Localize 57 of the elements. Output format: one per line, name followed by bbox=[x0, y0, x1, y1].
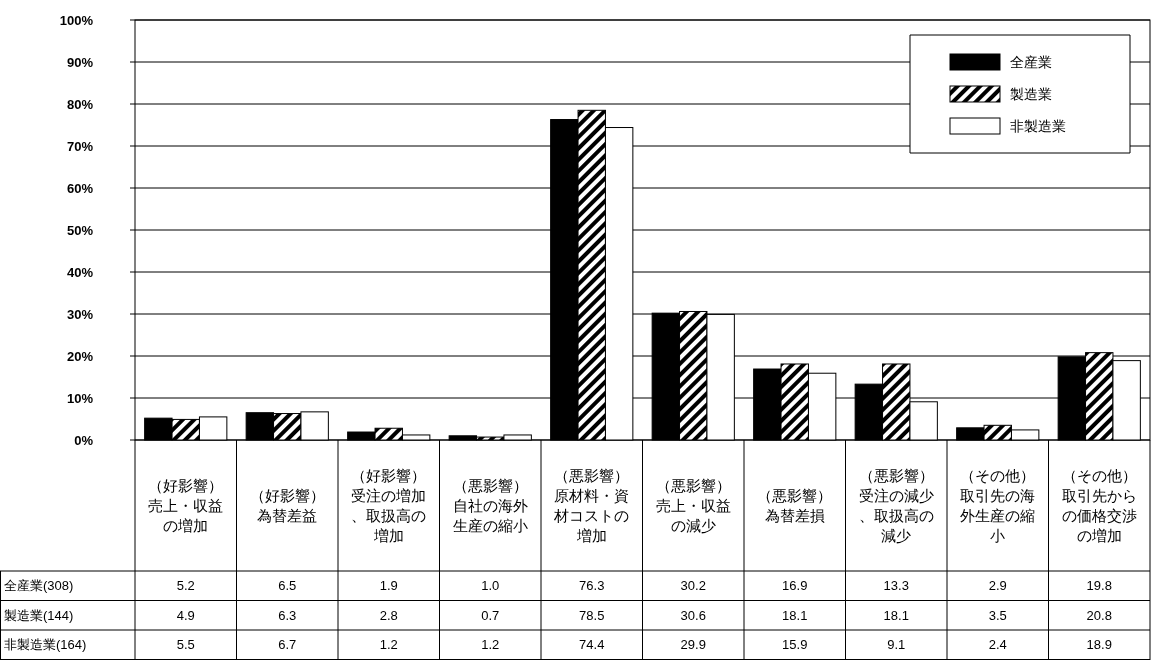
data-label: 1.2 bbox=[379, 637, 398, 653]
y-tick-label: 10% bbox=[66, 390, 94, 406]
data-label: 3.5 bbox=[988, 607, 1007, 623]
data-label: 6.7 bbox=[278, 637, 297, 653]
data-label: 9.1 bbox=[887, 637, 906, 653]
data-label: 4.9 bbox=[176, 607, 195, 623]
x-tick-label: （好影響）為替差益 bbox=[249, 487, 325, 524]
x-tick-label: （その他）取引先からの価格交渉の増加 bbox=[1061, 467, 1137, 544]
x-tick-label: （悪影響）売上・収益の減少 bbox=[655, 477, 731, 534]
y-tick-label: 40% bbox=[66, 264, 94, 280]
data-label: 2.4 bbox=[988, 637, 1007, 653]
data-label: 2.9 bbox=[988, 578, 1007, 594]
y-tick-label: 0% bbox=[74, 432, 94, 448]
legend-label: 製造業 bbox=[1010, 85, 1052, 102]
data-label: 30.6 bbox=[680, 607, 706, 623]
legend-label: 全産業 bbox=[1010, 53, 1052, 70]
data-label: 2.8 bbox=[379, 607, 398, 623]
y-tick-label: 60% bbox=[66, 180, 94, 196]
legend-label: 非製造業 bbox=[1010, 117, 1066, 134]
data-label: 1.0 bbox=[481, 578, 500, 594]
x-tick-label: （悪影響）原材料・資材コストの増加 bbox=[553, 467, 630, 544]
data-label: 18.1 bbox=[883, 607, 909, 623]
text: 全産業(308) bbox=[4, 578, 74, 594]
data-label: 5.5 bbox=[176, 637, 195, 653]
y-tick-label: 50% bbox=[66, 222, 94, 238]
data-label: 1.2 bbox=[481, 637, 500, 653]
x-tick-label: （悪影響）為替差損 bbox=[757, 487, 833, 524]
data-label: 6.3 bbox=[278, 607, 297, 623]
data-label: 13.3 bbox=[883, 578, 909, 594]
data-label: 6.5 bbox=[278, 578, 297, 594]
text: 非製造業(164) bbox=[4, 637, 87, 653]
data-label: 78.5 bbox=[579, 607, 605, 623]
y-tick-label: 70% bbox=[66, 138, 94, 154]
data-label: 30.2 bbox=[680, 578, 706, 594]
x-tick-label: （悪影響）受注の減少、取扱高の減少 bbox=[858, 467, 934, 544]
data-label: 18.9 bbox=[1086, 637, 1112, 653]
x-tick-label: （その他）取引先の海外生産の縮小 bbox=[960, 467, 1036, 544]
text: 製造業(144) bbox=[4, 607, 74, 623]
data-label: 29.9 bbox=[680, 637, 706, 653]
data-label: 15.9 bbox=[782, 637, 808, 653]
data-label: 19.8 bbox=[1086, 578, 1112, 594]
x-tick-label: （好影響）受注の増加、取扱高の増加 bbox=[351, 467, 427, 544]
y-tick-label: 80% bbox=[66, 96, 94, 112]
x-tick-label: （好影響）売上・収益の増加 bbox=[148, 477, 224, 534]
data-label: 20.8 bbox=[1086, 607, 1112, 623]
y-tick-label: 30% bbox=[66, 306, 94, 322]
y-tick-label: 100% bbox=[59, 12, 94, 28]
y-tick-label: 20% bbox=[66, 348, 94, 364]
x-tick-label: （悪影響）自社の海外生産の縮小 bbox=[452, 477, 528, 534]
y-tick-label: 90% bbox=[66, 54, 94, 70]
data-label: 0.7 bbox=[481, 607, 500, 623]
data-label: 16.9 bbox=[782, 578, 808, 594]
data-label: 74.4 bbox=[579, 637, 605, 653]
data-label: 76.3 bbox=[579, 578, 605, 594]
data-label: 18.1 bbox=[782, 607, 808, 623]
data-label: 5.2 bbox=[176, 578, 195, 594]
data-label: 1.9 bbox=[379, 578, 398, 594]
